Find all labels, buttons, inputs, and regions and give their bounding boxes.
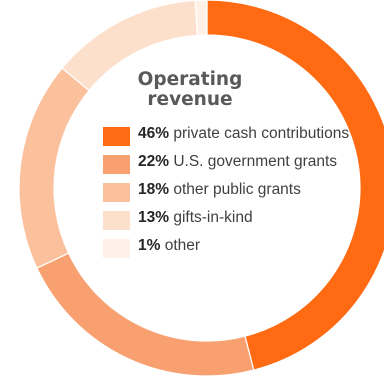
legend-swatch	[103, 239, 130, 258]
donut-slice-0	[206, 0, 384, 371]
legend-pct: 1%	[138, 237, 165, 254]
legend-label: gifts-in-kind	[173, 209, 253, 226]
legend-swatch	[103, 211, 130, 230]
legend-swatch	[103, 183, 130, 202]
legend-pct: 18%	[138, 181, 174, 198]
chart-title: Operating revenue	[137, 69, 243, 110]
legend-item-us-government: 22% U.S. government grants	[101, 152, 351, 174]
legend-label: other public grants	[173, 181, 301, 198]
legend-label: U.S. government grants	[173, 153, 338, 170]
legend-pct: 46%	[138, 125, 174, 142]
donut-slice-4	[194, 0, 208, 36]
donut-slice-2	[18, 67, 90, 269]
legend-swatch	[103, 155, 130, 174]
legend-item-other: 1% other	[101, 236, 351, 258]
legend-pct: 22%	[138, 153, 174, 170]
legend-label: private cash contributions	[173, 125, 350, 142]
legend: 46% private cash contributions 22% U.S. …	[101, 124, 351, 258]
legend-pct: 13%	[138, 209, 174, 226]
legend-label: other	[164, 237, 201, 254]
donut-slice-1	[36, 252, 255, 377]
legend-item-gifts-in-kind: 13% gifts-in-kind	[101, 208, 351, 230]
legend-swatch	[103, 127, 130, 146]
legend-item-other-public: 18% other public grants	[101, 180, 351, 202]
legend-item-private-cash: 46% private cash contributions	[101, 124, 351, 146]
